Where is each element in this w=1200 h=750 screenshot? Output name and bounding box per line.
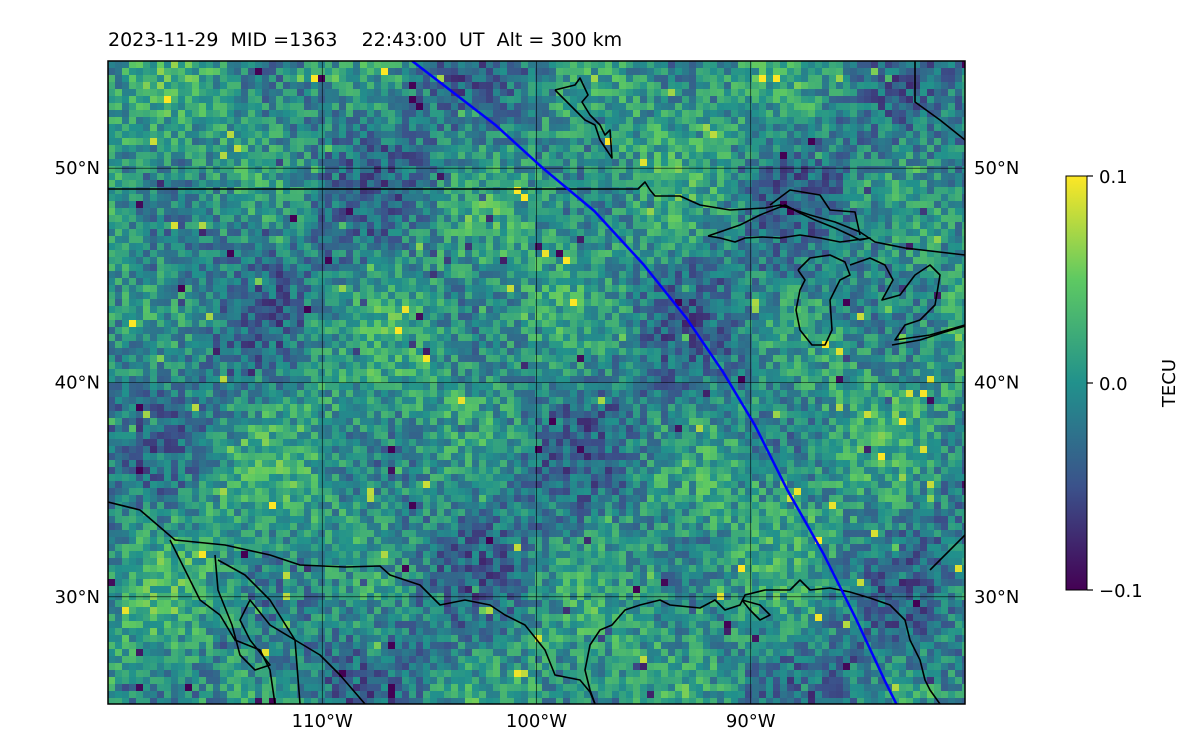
us-canada-border	[108, 181, 965, 256]
satellite-track	[411, 61, 898, 704]
lake-michigan	[795, 254, 851, 346]
lake-huron	[849, 257, 965, 341]
lat-label-left: 50°N	[55, 158, 100, 179]
quebec-coast	[914, 61, 965, 141]
lat-label-right: 30°N	[974, 587, 1019, 608]
lake-erie	[891, 325, 965, 346]
hudson-bay-coast	[554, 77, 613, 159]
colorbar-tick-label: −0.1	[1099, 581, 1143, 602]
lat-label-right: 50°N	[974, 158, 1019, 179]
map-title: 2023-11-29 MID =1363 22:43:00 UT Alt = 3…	[108, 29, 623, 51]
atlantic-coast	[929, 534, 965, 571]
lat-label-left: 40°N	[55, 373, 100, 394]
lake-superior-north	[769, 189, 861, 236]
tec-field	[108, 61, 965, 704]
mexico-pacific-coast	[217, 559, 301, 704]
florida-coast	[741, 599, 771, 621]
latitude-labels-left: 30°N 40°N 50°N	[55, 158, 100, 608]
lon-label: 100°W	[506, 711, 567, 732]
lat-label-left: 30°N	[55, 587, 100, 608]
latitude-labels-right: 30°N 40°N 50°N	[974, 158, 1019, 608]
colorbar-tick-label: 0.1	[1099, 167, 1128, 188]
us-mexico-border	[108, 501, 596, 704]
colorbar	[1065, 175, 1088, 591]
colorbar-ticks: 0.1 0.0 −0.1	[1087, 167, 1143, 602]
longitude-labels: 110°W 100°W 90°W	[292, 711, 776, 732]
gulf-of-california	[214, 554, 366, 704]
lon-label: 110°W	[292, 711, 353, 732]
graticule	[108, 61, 965, 704]
lake-superior	[707, 204, 871, 243]
colorbar-label: TECU	[1159, 359, 1180, 408]
lon-label: 90°W	[726, 711, 776, 732]
map-frame	[107, 60, 966, 705]
baja-california	[169, 539, 276, 704]
gulf-coast	[584, 579, 941, 704]
coastlines-and-borders	[108, 61, 965, 704]
lat-label-right: 40°N	[974, 373, 1019, 394]
colorbar-tick-label: 0.0	[1099, 374, 1128, 395]
